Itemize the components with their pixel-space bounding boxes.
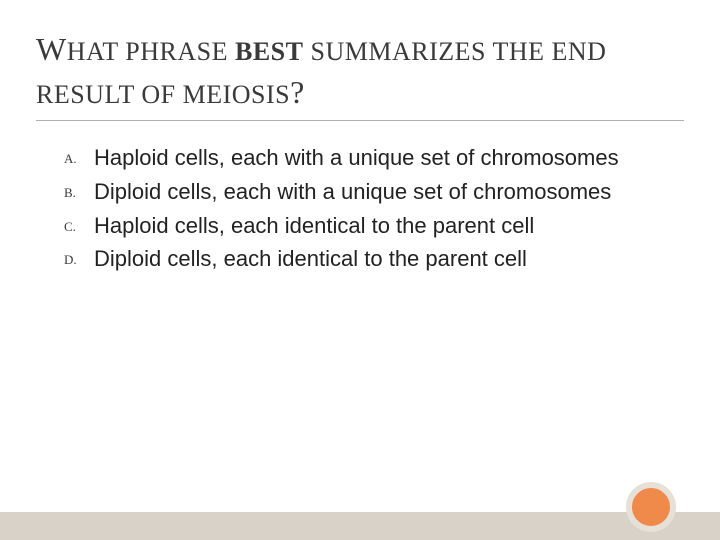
title-line2: RESULT OF MEIOSIS (36, 80, 290, 109)
option-d: D. Diploid cells, each identical to the … (64, 244, 684, 274)
option-text: Haploid cells, each identical to the par… (94, 211, 534, 241)
option-b: B. Diploid cells, each with a unique set… (64, 177, 684, 207)
bottom-bar (0, 512, 720, 540)
option-c: C. Haploid cells, each identical to the … (64, 211, 684, 241)
option-text: Diploid cells, each with a unique set of… (94, 177, 611, 207)
slide-title: WHAT PHRASE BEST SUMMARIZES THE END RESU… (36, 28, 684, 114)
option-marker: A. (64, 143, 94, 167)
slide: WHAT PHRASE BEST SUMMARIZES THE END RESU… (0, 0, 720, 540)
accent-circle-icon (626, 482, 676, 532)
title-part2: SUMMARIZES THE END (303, 37, 606, 66)
title-qmark: ? (290, 74, 305, 110)
option-text: Diploid cells, each identical to the par… (94, 244, 527, 274)
title-divider (36, 120, 684, 121)
title-part1: HAT PHRASE (67, 37, 235, 66)
title-bold-best: BEST (235, 37, 304, 66)
option-marker: B. (64, 177, 94, 201)
option-marker: C. (64, 211, 94, 235)
option-marker: D. (64, 244, 94, 268)
option-text: Haploid cells, each with a unique set of… (94, 143, 619, 173)
option-a: A. Haploid cells, each with a unique set… (64, 143, 684, 173)
title-cap-w: W (36, 31, 67, 67)
options-list: A. Haploid cells, each with a unique set… (36, 143, 684, 274)
